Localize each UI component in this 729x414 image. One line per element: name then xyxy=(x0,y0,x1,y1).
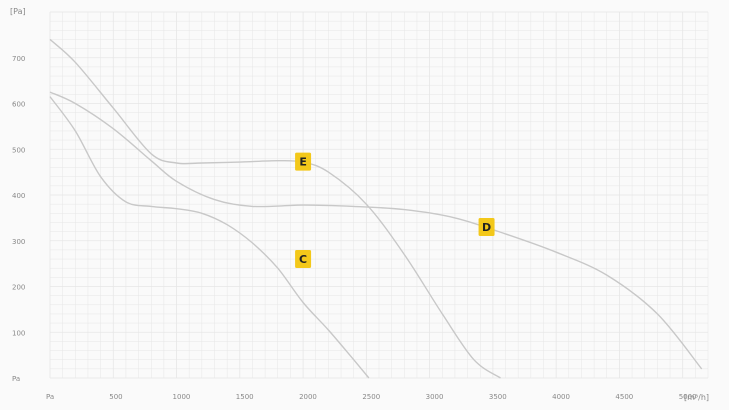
marker-label: C xyxy=(299,253,307,266)
marker-label: E xyxy=(299,156,307,169)
curve-marker-d: D xyxy=(478,218,495,237)
y-tick-label: 600 xyxy=(12,101,25,109)
curve-e xyxy=(49,38,501,379)
marker-badge xyxy=(295,250,312,269)
marker-badge xyxy=(295,152,312,171)
marker-badge xyxy=(478,218,495,237)
marker-label: D xyxy=(482,221,491,234)
x-tick-label: 1500 xyxy=(236,393,254,401)
curve-c xyxy=(49,96,370,379)
y-tick-label: Pa xyxy=(12,375,20,383)
y-tick-label: 500 xyxy=(12,146,25,154)
x-tick-label: 1000 xyxy=(173,393,191,401)
y-tick-label: 400 xyxy=(12,192,25,200)
curve-d xyxy=(49,91,703,370)
x-tick-label: 5000 xyxy=(679,393,697,401)
x-tick-label: 3000 xyxy=(426,393,444,401)
x-tick-label: 4000 xyxy=(552,393,570,401)
x-tick-label: 2500 xyxy=(362,393,380,401)
y-axis-label: [Pa] xyxy=(10,7,26,16)
x-tick-label: 2000 xyxy=(299,393,317,401)
curves xyxy=(49,38,703,379)
y-tick-label: 700 xyxy=(12,55,25,63)
x-axis-label: [m³/h] xyxy=(684,393,709,402)
x-tick-label: 4500 xyxy=(615,393,633,401)
y-tick-label: 300 xyxy=(12,238,25,246)
curve-markers: E D C xyxy=(295,152,495,269)
y-tick-label: 100 xyxy=(12,329,25,337)
y-tick-label: 200 xyxy=(12,284,25,292)
x-tick-label: 500 xyxy=(109,393,122,401)
x-tick-label: Pa xyxy=(46,393,54,401)
x-tick-label: 3500 xyxy=(489,393,507,401)
curve-marker-c: C xyxy=(295,250,312,269)
tick-labels: Pa 100 200 300 400 500 600 700 Pa 500 1000 1500 2000… xyxy=(12,55,697,401)
grid xyxy=(49,11,709,379)
curve-marker-e: E xyxy=(295,152,312,171)
